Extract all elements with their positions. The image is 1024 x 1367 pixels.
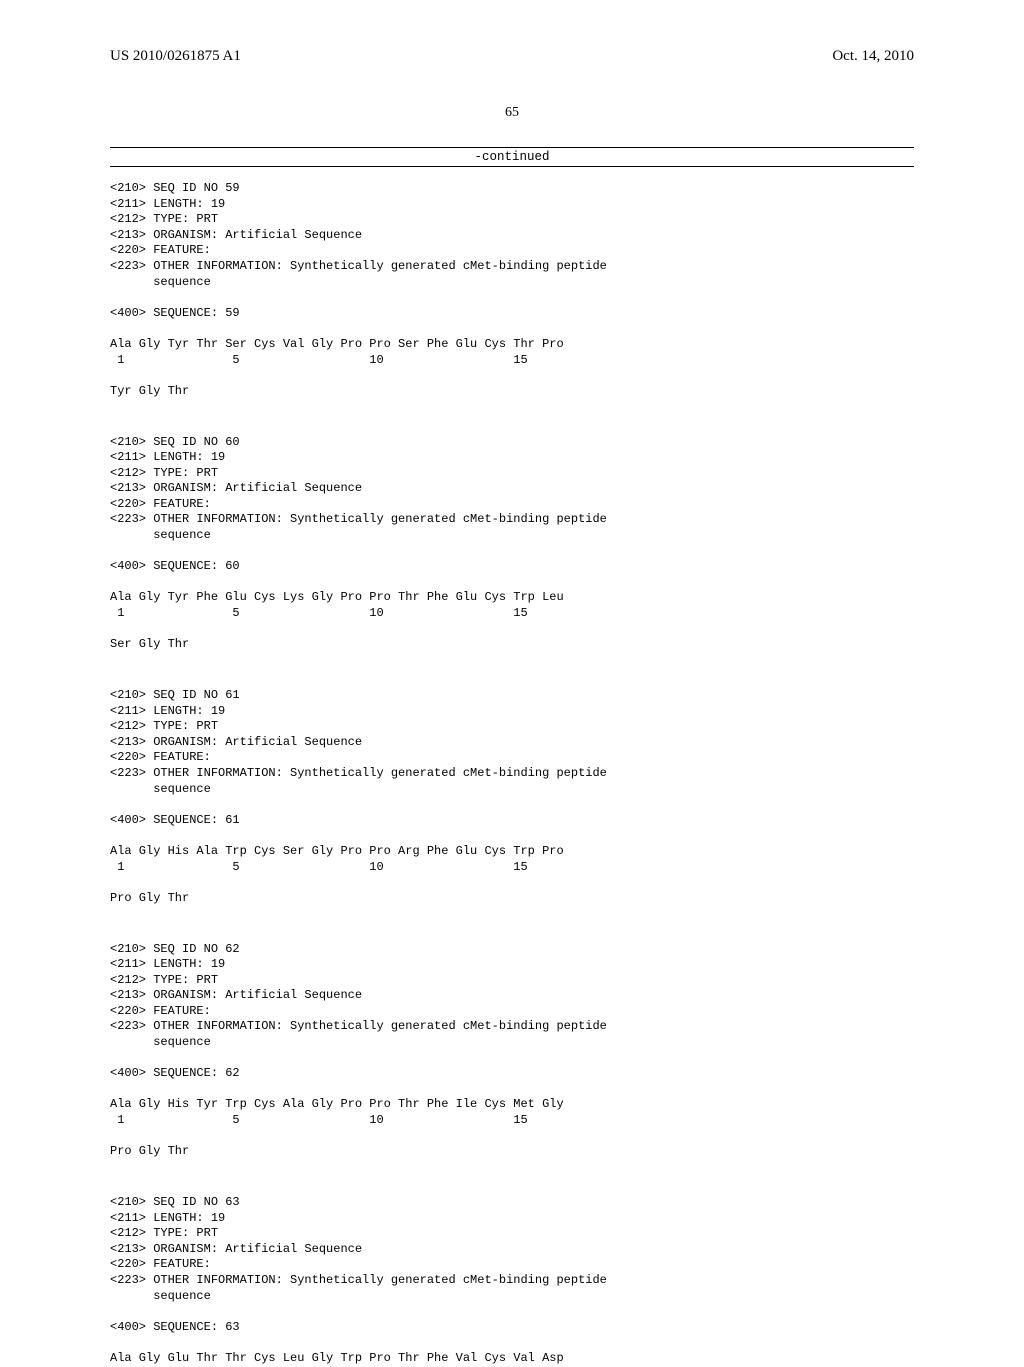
page-container: US 2010/0261875 A1 Oct. 14, 2010 65 -con… bbox=[0, 0, 1024, 1320]
sequence-record: <210> SEQ ID NO 59 <211> LENGTH: 19 <212… bbox=[110, 181, 914, 431]
page-number: 65 bbox=[110, 105, 914, 121]
header-right: Oct. 14, 2010 bbox=[832, 48, 914, 65]
sequence-record: <210> SEQ ID NO 62 <211> LENGTH: 19 <212… bbox=[110, 942, 914, 1192]
sequence-record: <210> SEQ ID NO 60 <211> LENGTH: 19 <212… bbox=[110, 435, 914, 685]
sequence-record: <210> SEQ ID NO 61 <211> LENGTH: 19 <212… bbox=[110, 688, 914, 938]
sequence-record: <210> SEQ ID NO 63 <211> LENGTH: 19 <212… bbox=[110, 1195, 914, 1367]
page-header: US 2010/0261875 A1 Oct. 14, 2010 bbox=[110, 48, 914, 65]
sequence-listing: <210> SEQ ID NO 59 <211> LENGTH: 19 <212… bbox=[110, 181, 914, 1367]
continued-bar: -continued bbox=[110, 147, 914, 167]
header-left: US 2010/0261875 A1 bbox=[110, 48, 241, 65]
